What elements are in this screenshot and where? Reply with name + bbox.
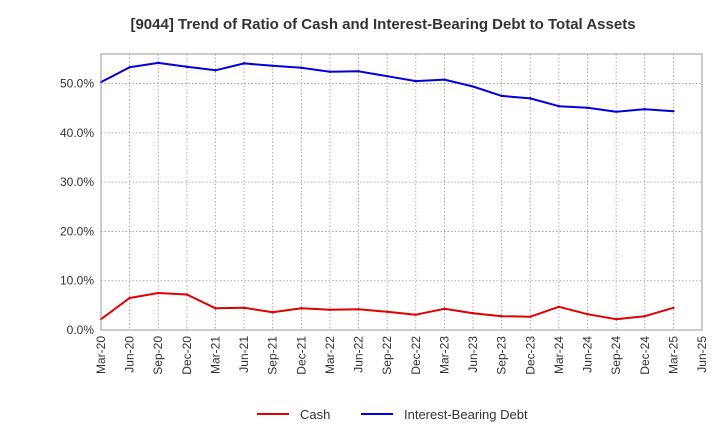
data-point xyxy=(214,69,217,72)
x-tick-label: Jun-25 xyxy=(695,336,709,373)
y-tick-label: 20.0% xyxy=(60,224,94,238)
data-point xyxy=(271,64,274,68)
x-tick-label: Jun-22 xyxy=(352,336,366,373)
data-point xyxy=(643,108,646,111)
y-axis-ticks: 0.0% 10.0% 20.0% 30.0% 40.0% 50.0% xyxy=(60,77,94,337)
data-point xyxy=(328,308,332,311)
data-point xyxy=(443,307,446,311)
data-point xyxy=(357,70,360,73)
data-point xyxy=(128,66,131,69)
series-lines xyxy=(99,61,675,321)
x-tick-label: Mar-21 xyxy=(208,336,222,374)
y-tick-label: 10.0% xyxy=(60,274,94,288)
x-tick-label: Dec-21 xyxy=(294,336,308,375)
x-tick-label: Sep-22 xyxy=(380,336,394,375)
data-point xyxy=(557,305,561,309)
x-tick-label: Mar-22 xyxy=(323,336,337,374)
data-point xyxy=(328,70,332,73)
data-point xyxy=(185,293,189,296)
legend-label: Interest-Bearing Debt xyxy=(404,407,528,422)
data-point xyxy=(672,109,675,113)
x-tick-label: Sep-24 xyxy=(609,336,623,375)
x-tick-label: Jun-24 xyxy=(581,336,595,373)
data-point xyxy=(529,97,532,100)
data-point xyxy=(471,312,475,315)
data-point xyxy=(614,110,618,113)
data-point xyxy=(385,74,389,78)
y-tick-label: 0.0% xyxy=(67,323,95,337)
data-point xyxy=(443,78,446,81)
x-tick-label: Sep-20 xyxy=(151,336,165,375)
chart-title: [9044] Trend of Ratio of Cash and Intere… xyxy=(130,16,635,33)
data-point xyxy=(128,296,131,300)
x-tick-label: Sep-21 xyxy=(266,336,280,375)
data-point xyxy=(300,66,303,70)
data-point xyxy=(471,85,475,88)
data-point xyxy=(414,313,418,316)
data-point xyxy=(214,307,217,310)
data-point xyxy=(500,94,503,98)
data-point xyxy=(271,311,274,314)
data-point xyxy=(586,313,589,316)
data-point xyxy=(242,62,246,65)
x-tick-label: Mar-25 xyxy=(666,336,680,374)
x-tick-label: Jun-23 xyxy=(466,336,480,373)
plot-area xyxy=(100,53,703,331)
data-point xyxy=(157,291,160,295)
y-tick-label: 50.0% xyxy=(60,77,94,91)
y-tick-label: 30.0% xyxy=(60,175,94,189)
x-tick-label: Jun-20 xyxy=(123,336,137,373)
data-point xyxy=(643,315,646,318)
data-point xyxy=(185,65,189,69)
y-tick-label: 40.0% xyxy=(60,126,94,140)
legend-label: Cash xyxy=(300,407,330,422)
data-point xyxy=(586,106,589,109)
data-point xyxy=(557,105,561,108)
data-point xyxy=(529,315,532,318)
data-point xyxy=(157,61,160,65)
data-point xyxy=(614,317,618,321)
x-tick-label: Dec-20 xyxy=(180,336,194,375)
x-tick-label: Dec-22 xyxy=(409,336,423,375)
gridlines xyxy=(101,54,702,330)
data-point xyxy=(414,79,418,83)
data-point xyxy=(672,306,675,310)
x-axis-ticks: Mar-20 Jun-20 Sep-20 Dec-20 Mar-21 Jun-21 Sep-… xyxy=(94,336,709,375)
legend: Cash Interest-Bearing Debt xyxy=(257,407,528,422)
x-tick-label: Mar-23 xyxy=(437,336,451,374)
x-tick-label: Mar-20 xyxy=(94,336,108,374)
data-point xyxy=(242,306,246,310)
x-tick-label: Dec-24 xyxy=(638,336,652,375)
data-point xyxy=(385,310,389,313)
data-point xyxy=(357,308,360,311)
x-tick-label: Sep-23 xyxy=(495,336,509,375)
data-point xyxy=(500,315,503,318)
data-point xyxy=(300,307,303,310)
x-tick-label: Jun-21 xyxy=(237,336,251,373)
x-tick-label: Mar-24 xyxy=(552,336,566,374)
x-tick-label: Dec-23 xyxy=(523,336,537,375)
